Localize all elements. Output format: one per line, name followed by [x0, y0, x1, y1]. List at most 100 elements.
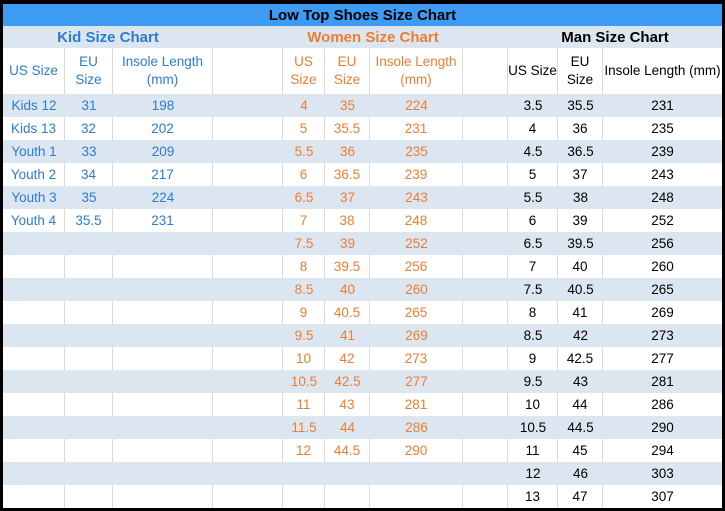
cell-women-insole: 286 — [405, 420, 428, 435]
cell-spacer — [463, 393, 508, 416]
cell-kid-insole: 224 — [151, 190, 175, 205]
cell-spacer — [463, 255, 508, 278]
table-row: Youth 1 33 209 5.5 36 235 4.5 36.5 239 — [3, 140, 722, 163]
cell-women-insole: 277 — [405, 374, 428, 389]
cell-man-us: 3.5 — [523, 98, 543, 113]
cell-women-us: 9 — [283, 301, 325, 324]
cell-man-insole: 231 — [651, 98, 674, 113]
cell-spacer — [463, 186, 508, 209]
cell-kid-us — [3, 393, 65, 416]
cell-kid-insole: 209 — [151, 144, 175, 159]
cell-man-us: 5.5 — [523, 190, 543, 205]
cell-women-eu: 35 — [339, 98, 356, 113]
cell-kid-eu — [65, 416, 113, 439]
table-row: 9.5 41 269 8.5 42 273 — [3, 324, 722, 347]
cell-man-eu: 39.5 — [567, 236, 594, 251]
cell-women-eu: 44 — [339, 420, 356, 435]
cell-spacer — [213, 186, 283, 209]
cell-man-eu: 44.5 — [567, 420, 594, 435]
cell-women-eu: 39 — [339, 236, 356, 251]
cell-women-us: 5 — [283, 117, 325, 140]
col-header-kid-eu: EU Size — [65, 48, 113, 94]
cell-man-insole: 303 — [651, 466, 674, 481]
cell-women-eu: 40 — [339, 282, 356, 297]
cell-women-eu: 44.5 — [325, 439, 370, 462]
cell-man-insole: 273 — [651, 328, 674, 343]
cell-man-insole: 277 — [651, 351, 674, 366]
cell-kid-us: Kids 12 — [11, 98, 57, 113]
table-row: Kids 12 31 198 4 35 224 3.5 35.5 231 — [3, 94, 722, 117]
cell-man-eu: 45 — [558, 439, 603, 462]
cell-spacer — [463, 140, 508, 163]
cell-man-eu: 47 — [558, 485, 603, 508]
cell-women-insole — [370, 462, 463, 485]
cell-kid-insole: 198 — [151, 98, 175, 113]
cell-women-eu: 43 — [325, 393, 370, 416]
cell-women-eu: 37 — [339, 190, 356, 205]
cell-women-insole: 231 — [370, 117, 463, 140]
cell-kid-eu: 32 — [65, 117, 113, 140]
cell-man-eu: 37 — [558, 163, 603, 186]
cell-spacer — [213, 163, 283, 186]
table-row: 11 43 281 10 44 286 — [3, 393, 722, 416]
cell-man-us: 8 — [508, 301, 558, 324]
cell-kid-insole — [113, 255, 213, 278]
cell-women-us: 9.5 — [294, 328, 314, 343]
cell-kid-eu — [65, 324, 113, 347]
cell-women-insole: 224 — [405, 98, 428, 113]
cell-kid-eu — [65, 393, 113, 416]
cell-women-us: 6.5 — [294, 190, 314, 205]
col-header-kid-insole: Insole Length (mm) — [113, 48, 213, 94]
cell-women-insole: 248 — [370, 209, 463, 232]
cell-women-insole: 269 — [405, 328, 428, 343]
cell-kid-us: Kids 13 — [3, 117, 65, 140]
cell-spacer — [213, 301, 283, 324]
cell-spacer — [463, 301, 508, 324]
cell-spacer — [213, 347, 283, 370]
cell-kid-us — [3, 462, 65, 485]
cell-women-eu — [325, 485, 370, 508]
cell-women-eu: 35.5 — [325, 117, 370, 140]
cell-kid-eu — [65, 278, 113, 301]
cell-kid-insole — [113, 324, 213, 347]
section-spacer — [463, 26, 508, 48]
cell-man-eu: 40 — [558, 255, 603, 278]
cell-women-us: 11 — [283, 393, 325, 416]
cell-women-eu: 42 — [325, 347, 370, 370]
chart-title: Low Top Shoes Size Chart — [3, 4, 722, 26]
table-row: 13 47 307 — [3, 485, 722, 508]
cell-women-us: 10.5 — [290, 374, 318, 389]
cell-kid-insole — [113, 416, 213, 439]
table-row: Youth 3 35 224 6.5 37 243 5.5 38 248 — [3, 186, 722, 209]
cell-man-insole: 286 — [651, 397, 674, 412]
cell-kid-eu: 34 — [65, 163, 113, 186]
cell-spacer — [213, 324, 283, 347]
cell-man-insole: 256 — [651, 236, 674, 251]
cell-kid-eu — [65, 301, 113, 324]
cell-man-insole: 281 — [651, 374, 674, 389]
cell-kid-us: Youth 2 — [3, 163, 65, 186]
cell-kid-insole — [113, 347, 213, 370]
cell-kid-us — [3, 301, 65, 324]
cell-kid-eu — [65, 370, 113, 393]
cell-kid-insole — [113, 485, 213, 508]
cell-women-insole: 260 — [405, 282, 428, 297]
cell-spacer — [463, 232, 508, 255]
table-row: 12 46 303 — [3, 462, 722, 485]
cell-women-insole: 281 — [370, 393, 463, 416]
cell-kid-insole: 217 — [113, 163, 213, 186]
cell-women-us — [283, 485, 325, 508]
table-row: 11.5 44 286 10.5 44.5 290 — [3, 416, 722, 439]
cell-man-us: 7.5 — [523, 282, 543, 297]
col-header-man-eu: EU Size — [558, 48, 603, 94]
cell-man-eu: 38 — [572, 190, 589, 205]
section-header-women: Women Size Chart — [307, 28, 439, 46]
cell-man-us: 4.5 — [523, 144, 543, 159]
cell-women-eu: 40.5 — [325, 301, 370, 324]
cell-kid-eu: 35 — [81, 190, 97, 205]
cell-women-us: 5.5 — [294, 144, 314, 159]
col-header-women-insole: Insole Length (mm) — [370, 48, 463, 94]
cell-women-insole: 290 — [370, 439, 463, 462]
cell-kid-us: Youth 3 — [11, 190, 57, 205]
